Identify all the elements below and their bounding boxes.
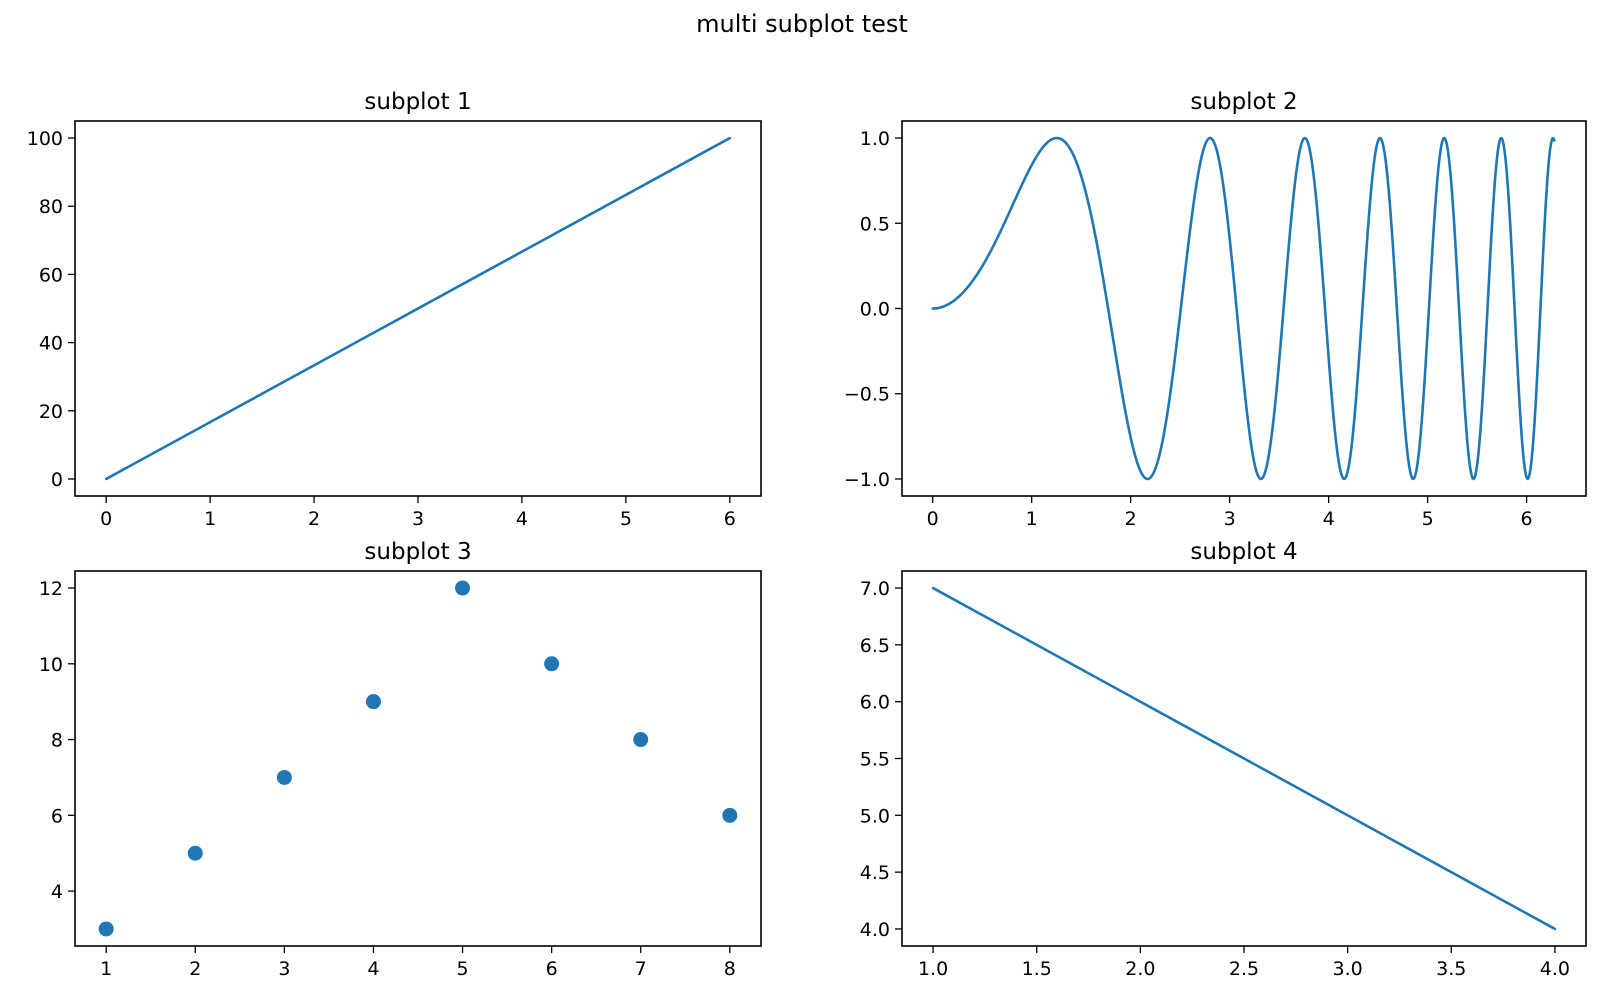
subplot-3-scatter-point [722, 807, 738, 823]
subplot-1-x-tick-label: 1 [204, 508, 216, 530]
subplot-3-x-tick-label: 4 [367, 958, 379, 980]
subplot-3-scatter-point [365, 694, 381, 710]
subplot-1-y-tick-label: 80 [39, 196, 63, 218]
subplot-3-y-tick-label: 10 [39, 654, 63, 676]
subplot-4-y-tick-label: 5.0 [860, 805, 890, 827]
subplot-1-y-tick-label: 20 [39, 401, 63, 423]
subplot-2-y-tick-label: 1.0 [860, 128, 890, 150]
subplot-1-x-tick-label: 4 [516, 508, 528, 530]
subplot-3-scatter-point [276, 769, 292, 785]
subplot-3-x-tick-label: 5 [456, 958, 468, 980]
subplot-4-x-tick-label: 1.5 [1022, 958, 1052, 980]
subplot-3-x-tick-label: 3 [278, 958, 290, 980]
subplot-2-x-tick-label: 2 [1125, 508, 1137, 530]
subplot-2-x-tick-label: 6 [1521, 508, 1533, 530]
subplot-3-y-tick-label: 8 [51, 730, 63, 752]
subplot-3-scatter-point [98, 921, 114, 937]
subplot-4-x-tick-label: 3.5 [1436, 958, 1466, 980]
subplot-4-y-tick-label: 4.5 [860, 862, 890, 884]
subplot-1-x-tick-label: 2 [308, 508, 320, 530]
subplot-1-x-tick-label: 0 [100, 508, 112, 530]
subplot-1-y-tick-label: 0 [51, 469, 63, 491]
subplot-3-x-tick-label: 2 [189, 958, 201, 980]
subplot-4-x-tick-label: 2.0 [1125, 958, 1155, 980]
subplot-2-x-tick-label: 1 [1026, 508, 1038, 530]
subplot-2-series-line [931, 136, 1556, 481]
subplot-2-axes-frame [901, 120, 1587, 497]
subplot-3-x-tick-label: 7 [635, 958, 647, 980]
subplot-4-y-tick-label: 7.0 [860, 578, 890, 600]
subplot-1-x-tick-label: 3 [412, 508, 424, 530]
subplot-1-series-line [104, 136, 732, 481]
subplot-4-x-tick-label: 2.5 [1229, 958, 1259, 980]
subplot-4-y-tick-label: 6.0 [860, 692, 890, 714]
subplot-2-y-tick-label: 0.5 [860, 213, 890, 235]
subplot-1-axes-frame [74, 120, 762, 497]
subplot-2-x-tick-label: 0 [927, 508, 939, 530]
subplot-4-x-tick-label: 1.0 [918, 958, 948, 980]
subplot-3-y-tick-label: 6 [51, 805, 63, 827]
subplot-3-scatter-point [544, 656, 560, 672]
subplot-3-x-tick-label: 8 [724, 958, 736, 980]
figure-title: multi subplot test [696, 10, 908, 38]
subplot-4: subplot 4 1.0 1.5 2.0 2.5 3.0 3.5 4.0 4.0 4.5 5.0 5… [860, 539, 1587, 980]
subplot-2-y-tick-label: −1.0 [844, 469, 890, 491]
subplot-2-y-tick-label: −0.5 [844, 384, 890, 406]
subplot-2-title: subplot 2 [1190, 89, 1297, 115]
subplot-4-y-tick-label: 6.5 [860, 635, 890, 657]
subplot-3-title: subplot 3 [364, 539, 471, 565]
subplot-3-axes-frame [74, 570, 762, 947]
subplot-3-x-tick-label: 6 [546, 958, 558, 980]
subplot-1-y-tick-label: 40 [39, 333, 63, 355]
subplot-2: subplot 2 0 1 2 3 4 5 6 −1.0 −0.5 0.0 0.5 1.0 [844, 89, 1587, 530]
subplot-1-x-tick-label: 6 [724, 508, 736, 530]
subplot-2-x-tick-label: 3 [1224, 508, 1236, 530]
subplot-1-y-tick-label: 100 [27, 128, 63, 150]
subplot-1-y-tick-label: 60 [39, 264, 63, 286]
subplot-3-scatter-point [455, 580, 471, 596]
subplot-3-scatter-point [633, 732, 649, 748]
subplot-3-x-tick-label: 1 [100, 958, 112, 980]
subplot-1-x-tick-label: 5 [620, 508, 632, 530]
subplot-4-y-tick-label: 5.5 [860, 749, 890, 771]
subplot-3-scatter-point [187, 845, 203, 861]
subplot-1-title: subplot 1 [364, 89, 471, 115]
subplot-4-x-tick-label: 4.0 [1540, 958, 1570, 980]
subplot-4-title: subplot 4 [1190, 539, 1297, 565]
subplot-2-y-tick-label: 0.0 [860, 299, 890, 321]
subplot-2-x-tick-label: 5 [1422, 508, 1434, 530]
subplot-4-series-line [931, 586, 1557, 931]
subplot-3-y-tick-label: 4 [51, 881, 63, 903]
subplot-4-x-tick-label: 3.0 [1333, 958, 1363, 980]
subplot-3-y-tick-label: 12 [39, 578, 63, 600]
subplot-4-axes-frame [901, 570, 1587, 947]
subplot-4-y-tick-label: 4.0 [860, 919, 890, 941]
subplot-2-x-tick-label: 4 [1323, 508, 1335, 530]
